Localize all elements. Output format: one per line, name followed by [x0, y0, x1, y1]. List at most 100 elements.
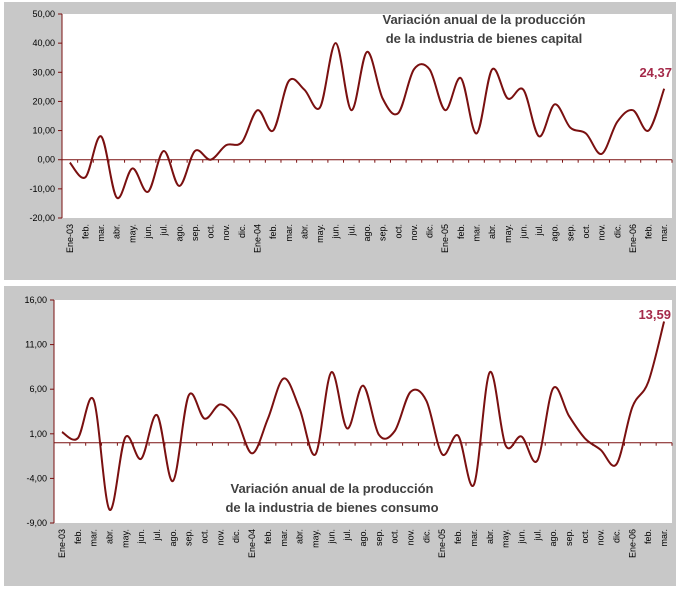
chart-panel-consumo: -9,00 -4,00 1,00 6,00 11,00 16,00 Ene-03 feb. ma…: [4, 286, 676, 586]
y-tick-label: 30,00: [32, 67, 55, 77]
x-tick-label: Ene-05: [437, 529, 447, 558]
x-tick-label: abr.: [295, 529, 305, 544]
x-tick-label: abr.: [112, 224, 122, 239]
data-point: [346, 427, 348, 429]
x-tick-label: Ene-03: [57, 529, 67, 558]
data-point: [319, 106, 321, 108]
x-tick-label: abr.: [104, 529, 114, 544]
x-tick-label: dic.: [421, 529, 431, 543]
data-point: [522, 89, 524, 91]
data-point: [219, 403, 221, 405]
data-point: [428, 68, 430, 70]
data-point: [381, 97, 383, 99]
x-tick-label: ago.: [174, 224, 184, 242]
data-point: [631, 406, 633, 408]
data-point: [632, 109, 634, 111]
data-point: [393, 430, 395, 432]
x-tick-label: feb.: [73, 529, 83, 544]
x-tick-label: mar.: [659, 529, 669, 547]
data-point: [569, 126, 571, 128]
data-point: [241, 141, 243, 143]
x-tick-label: jun.: [331, 224, 341, 240]
x-tick-label: ago.: [168, 529, 178, 547]
data-point: [187, 394, 189, 396]
x-tick-label: jun.: [516, 529, 526, 545]
chart-consumo: -9,00 -4,00 1,00 6,00 11,00 16,00 Ene-03 feb. ma…: [24, 295, 673, 558]
x-tick-label: may.: [315, 224, 325, 243]
data-point: [303, 89, 305, 91]
data-point: [615, 463, 617, 465]
x-tick-label: sep.: [378, 224, 388, 241]
x-tick-label: Ene-06: [628, 224, 638, 253]
data-point: [599, 449, 601, 451]
x-tick-label: sep.: [564, 529, 574, 546]
x-tick-label: Ene-03: [65, 224, 75, 253]
x-tick-label: oct.: [580, 529, 590, 544]
data-point: [460, 77, 462, 79]
y-tick-label: 1,00: [29, 429, 47, 439]
x-tick-label: sep.: [374, 529, 384, 546]
data-point: [647, 129, 649, 131]
x-tick-label: may.: [120, 529, 130, 548]
data-point: [585, 132, 587, 134]
data-point: [288, 80, 290, 82]
x-tick-label: may.: [310, 529, 320, 548]
x-tick-label: ago.: [362, 224, 372, 242]
x-tick-label: feb.: [80, 224, 90, 239]
data-point: [441, 453, 443, 455]
chart-capital: -20,00 -10,00 0,00 10,00 20,00 30,00 40,00 50,0…: [29, 9, 673, 253]
chart-panel-capital: -20,00 -10,00 0,00 10,00 20,00 30,00 40,00 50,0…: [4, 2, 676, 280]
data-point: [314, 453, 316, 455]
y-tick-label: 16,00: [24, 295, 47, 305]
data-point: [100, 135, 102, 137]
data-point: [378, 433, 380, 435]
x-tick-label: mar.: [96, 224, 106, 242]
data-point: [491, 68, 493, 70]
data-point: [172, 480, 174, 482]
data-point: [61, 431, 63, 433]
x-tick-label: mar.: [279, 529, 289, 547]
y-tick-label: 50,00: [32, 9, 55, 19]
x-tick-label: jun.: [326, 529, 336, 545]
data-point: [397, 112, 399, 114]
x-tick-label: jul.: [534, 224, 544, 237]
data-point: [473, 483, 475, 485]
data-point: [140, 458, 142, 460]
y-tick-label: -10,00: [29, 184, 55, 194]
x-tick-label: may.: [503, 224, 513, 243]
data-point: [256, 109, 258, 111]
plot-area: [62, 14, 672, 218]
data-point: [178, 185, 180, 187]
data-point: [504, 444, 506, 446]
data-point: [520, 435, 522, 437]
data-point: [69, 161, 71, 163]
data-point: [413, 68, 415, 70]
x-tick-label: feb.: [643, 529, 653, 544]
data-point: [156, 414, 158, 416]
data-point: [194, 150, 196, 152]
y-tick-label: 6,00: [29, 384, 47, 394]
x-tick-label: oct.: [581, 224, 591, 239]
x-tick-label: feb.: [263, 529, 273, 544]
chart-title-line: de la industria de bienes capital: [386, 31, 583, 46]
x-tick-label: jul.: [532, 529, 542, 542]
x-tick-label: oct.: [390, 529, 400, 544]
x-tick-label: feb.: [268, 224, 278, 239]
x-tick-label: feb.: [644, 224, 654, 239]
y-tick-label: 20,00: [32, 96, 55, 106]
data-point: [267, 417, 269, 419]
x-tick-label: dic.: [231, 529, 241, 543]
x-tick-label: dic.: [425, 224, 435, 238]
data-point: [108, 508, 110, 510]
x-tick-label: Ene-04: [247, 529, 257, 558]
data-point: [272, 129, 274, 131]
x-tick-label: mar.: [659, 224, 669, 242]
data-point: [225, 144, 227, 146]
x-tick-label: jun.: [136, 529, 146, 545]
chart-title-line: Variación anual de la producción: [383, 12, 586, 27]
x-tick-label: nov.: [215, 529, 225, 545]
data-point: [457, 434, 459, 436]
data-point: [162, 150, 164, 152]
x-tick-label: Ene-04: [253, 224, 263, 253]
data-point: [647, 381, 649, 383]
